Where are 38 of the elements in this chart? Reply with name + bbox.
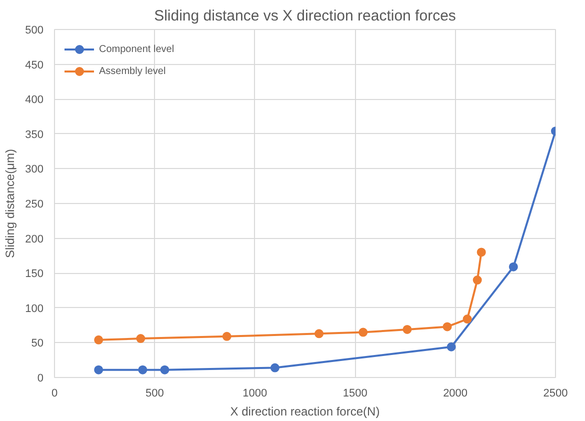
point — [94, 335, 104, 344]
point — [402, 324, 412, 334]
y-tick-label: 100 — [25, 302, 44, 315]
point — [446, 342, 456, 352]
legend-label: Component level — [99, 44, 174, 54]
legend-label: Assembly level — [99, 66, 166, 76]
y-tick-label: 350 — [25, 128, 44, 141]
point — [270, 363, 280, 372]
y-tick-label: 50 — [31, 338, 44, 350]
y-axis-title: Sliding distance(μm) — [3, 149, 18, 258]
y-tick-label: 500 — [25, 24, 44, 36]
x-tick-label: 500 — [146, 388, 164, 400]
point — [476, 248, 486, 257]
point — [222, 332, 232, 341]
y-tick-label: 0 — [37, 372, 44, 384]
x-tick-label: 2000 — [443, 388, 468, 400]
y-tick-label: 200 — [25, 233, 44, 246]
point — [358, 328, 368, 337]
x-tick-label: 0 — [51, 388, 58, 400]
x-tick-label: 1500 — [342, 388, 368, 400]
point — [508, 262, 518, 272]
point — [160, 365, 170, 374]
y-tick-label: 250 — [25, 198, 44, 210]
y-tick-label: 300 — [25, 164, 44, 176]
point — [136, 334, 146, 344]
point — [442, 322, 452, 332]
point — [462, 314, 472, 324]
point — [94, 365, 104, 374]
point — [138, 365, 148, 374]
chart-title: Sliding distance vs X direction reaction forces — [154, 8, 456, 24]
point — [472, 276, 482, 285]
y-tick-label: 400 — [25, 94, 44, 106]
x-tick-label: 1000 — [242, 388, 268, 400]
y-tick-label: 150 — [25, 268, 44, 280]
y-tick-label: 450 — [25, 59, 44, 72]
x-axis-title: X direction reaction force(N) — [230, 404, 380, 418]
point — [314, 329, 324, 338]
x-tick-label: 2500 — [543, 388, 568, 400]
